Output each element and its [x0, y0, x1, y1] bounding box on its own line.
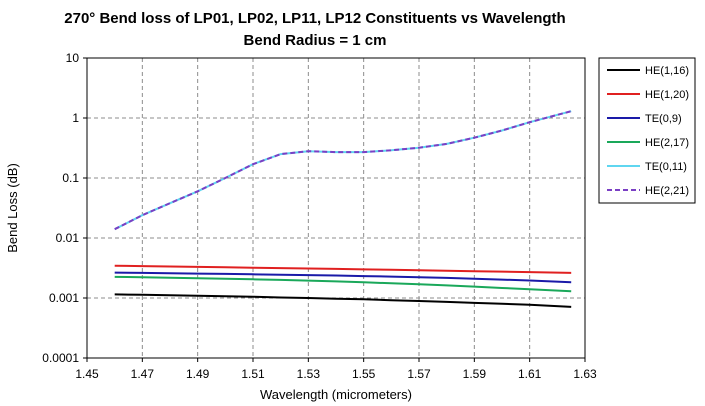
x-tick-label: 1.47 — [131, 367, 155, 381]
x-tick-label: 1.59 — [463, 367, 487, 381]
y-tick-label: 1 — [72, 111, 79, 125]
y-tick-label: 0.01 — [56, 231, 80, 245]
grid — [87, 58, 585, 358]
series-line-he-2-17 — [114, 275, 572, 293]
y-tick-label: 0.001 — [49, 291, 79, 305]
series-lines — [114, 110, 572, 308]
x-tick-label: 1.53 — [297, 367, 321, 381]
legend-label: HE(1,20) — [645, 89, 689, 101]
x-axis-ticks: 1.45 1.47 1.49 1.51 1.53 1.55 1.57 1.59 1.61 1.63 — [75, 358, 597, 381]
x-tick-label: 1.57 — [407, 367, 431, 381]
y-tick-label: 0.0001 — [42, 351, 79, 365]
x-tick-label: 1.51 — [241, 367, 265, 381]
y-tick-label: 10 — [66, 51, 80, 65]
x-tick-label: 1.45 — [75, 367, 99, 381]
series-line-he-2-21 — [114, 110, 572, 231]
chart-title: 270° Bend loss of LP01, LP02, LP11, LP12… — [64, 10, 565, 27]
series-line-te-0-9 — [114, 271, 572, 284]
series-line-he-1-20 — [114, 264, 572, 274]
series-line-he-1-16 — [114, 293, 572, 308]
y-tick-label: 0.1 — [62, 171, 79, 185]
plot-border — [86, 57, 586, 359]
y-axis-ticks: 10 1 0.1 0.01 0.001 0.0001 — [42, 51, 87, 365]
legend — [598, 57, 696, 204]
x-tick-label: 1.55 — [352, 367, 376, 381]
x-tick-label: 1.63 — [573, 367, 597, 381]
x-axis-label: Wavelength (micrometers) — [260, 387, 412, 402]
y-axis-label: Bend Loss (dB) — [5, 163, 20, 253]
legend-label: HE(2,17) — [645, 137, 689, 149]
x-tick-label: 1.49 — [186, 367, 210, 381]
legend-label: HE(2,21) — [645, 185, 689, 197]
legend-label: TE(0,11) — [645, 161, 687, 173]
x-tick-label: 1.61 — [518, 367, 542, 381]
plot-area — [87, 58, 585, 358]
chart-subtitle: Bend Radius = 1 cm — [244, 32, 387, 49]
legend-label: TE(0,9) — [645, 113, 682, 125]
legend-label: HE(1,16) — [645, 65, 689, 77]
legend-entries: HE(1,16) HE(1,20) TE(0,9) HE(2,17) TE(0,11) H… — [607, 65, 689, 197]
